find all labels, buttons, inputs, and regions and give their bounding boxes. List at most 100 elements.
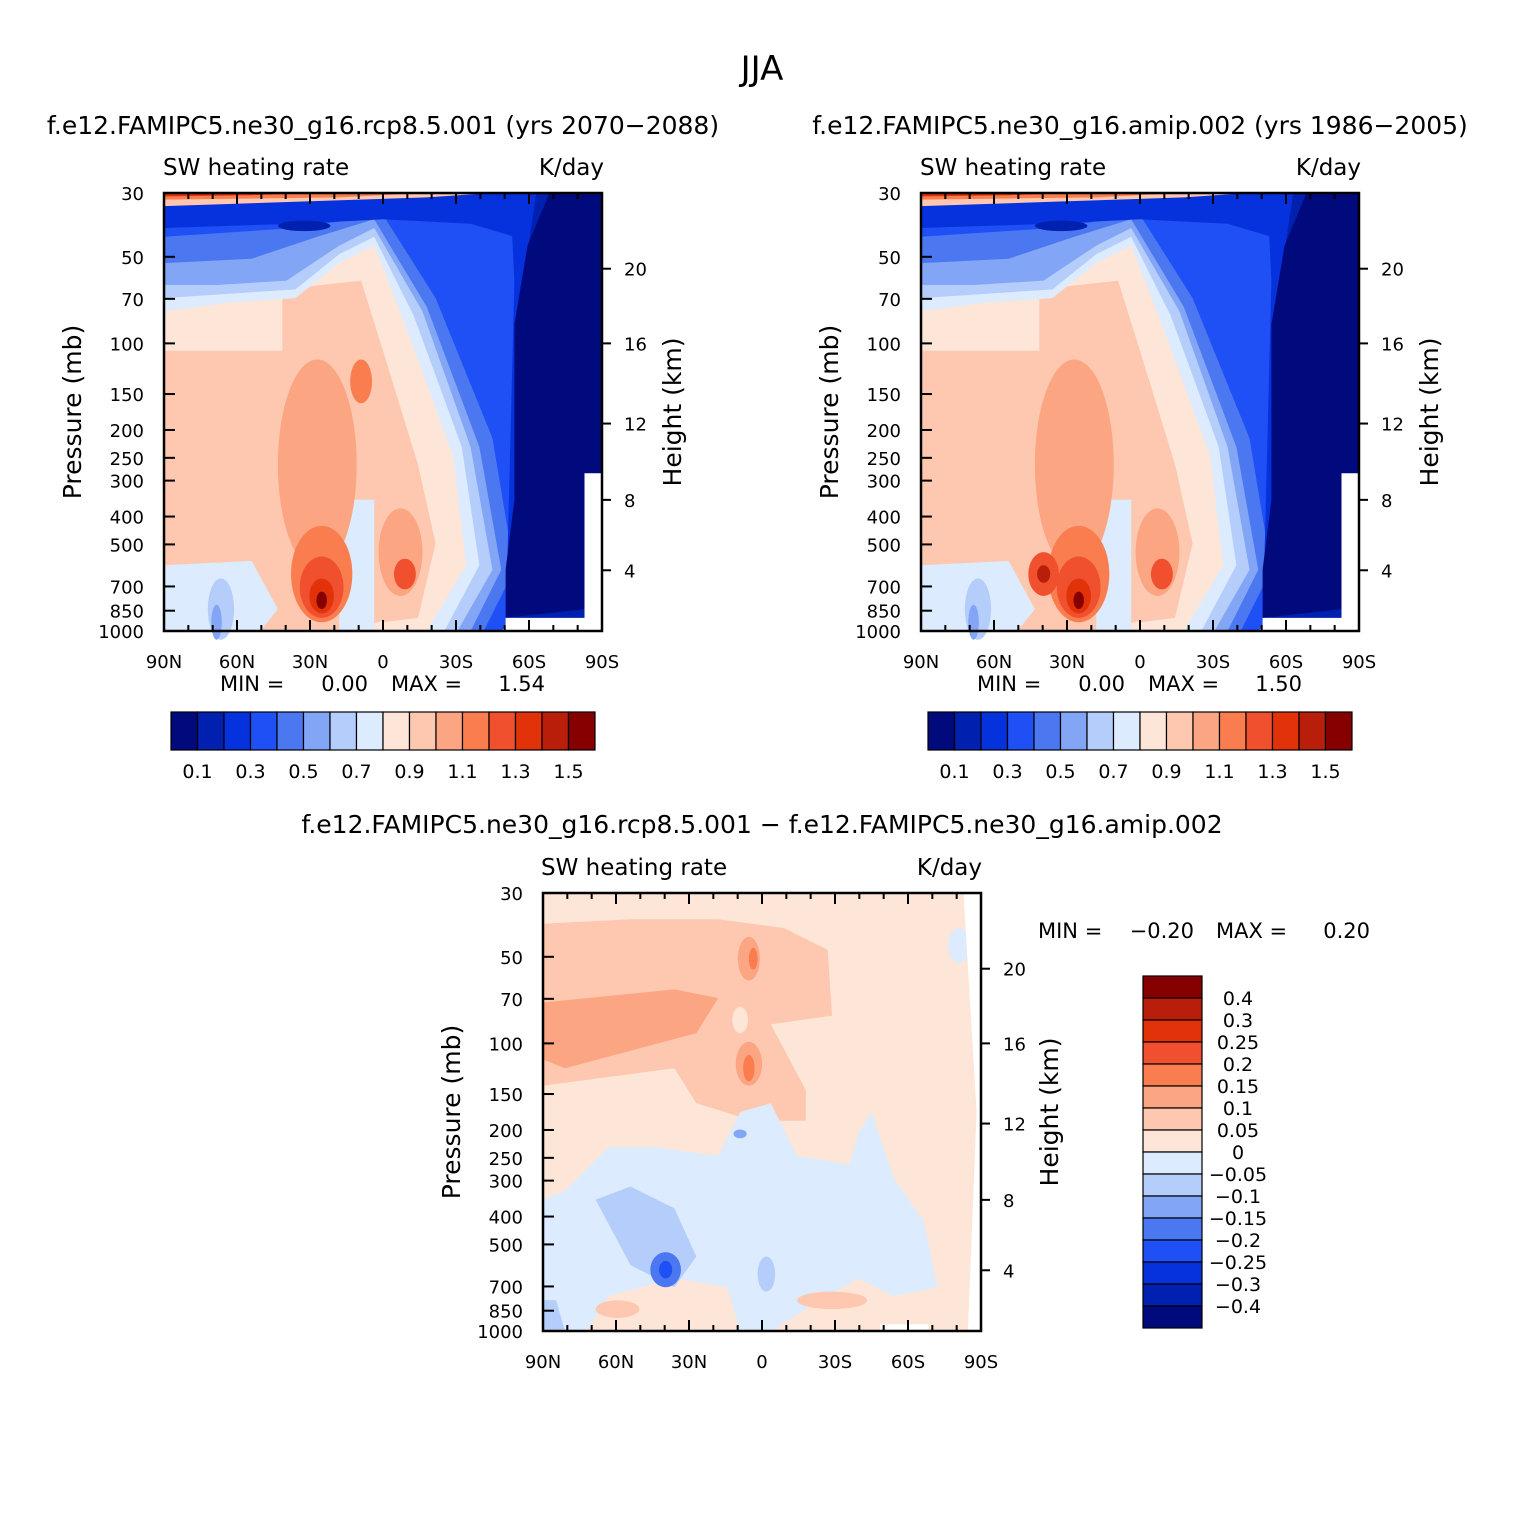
x-tick-label: 60S	[512, 652, 546, 673]
x-tick-label: 30N	[292, 652, 328, 673]
colorbar-label: 0.2	[1223, 1054, 1253, 1076]
y-tick-label: 30	[878, 184, 901, 205]
min-label: MIN =	[977, 672, 1041, 696]
height-axis-labels: 20 16 12 8 4	[1381, 260, 1404, 583]
colorbar-label: 0.15	[1217, 1076, 1259, 1098]
colorbar-label: 1.5	[553, 761, 583, 783]
height-tick-label: 4	[1003, 1261, 1014, 1282]
y-tick-label: 70	[500, 990, 523, 1011]
colorbar-box	[1142, 1283, 1203, 1307]
colorbar-box	[1298, 711, 1327, 751]
y-tick-label: 850	[489, 1302, 523, 1323]
contour-blob	[211, 604, 222, 640]
colorbar-box	[276, 711, 305, 751]
contour-blob	[757, 1256, 776, 1292]
x-tick-label: 60N	[598, 1352, 634, 1373]
colorbar-box	[1218, 711, 1247, 751]
height-tick-label: 16	[624, 334, 647, 355]
height-tick-label: 20	[624, 260, 647, 281]
colorbar-box	[249, 711, 278, 751]
height-axis-labels: 20 16 12 8 4	[624, 260, 647, 583]
colorbar-box	[223, 711, 252, 751]
contour-region	[543, 989, 719, 1069]
height-axis-title: Height (km)	[1415, 338, 1444, 487]
y-tick-label: 500	[867, 535, 901, 556]
colorbar-box	[541, 711, 570, 751]
contour-region	[1262, 193, 1359, 618]
contour-blob	[737, 936, 760, 981]
x-tick-label: 30S	[818, 1352, 852, 1373]
max-value: 1.50	[1255, 672, 1302, 696]
contour-blob	[316, 591, 327, 610]
missing-data	[963, 893, 981, 1331]
y-tick-label: 1000	[855, 622, 901, 643]
colorbar-box	[1142, 1173, 1203, 1197]
colorbar-box	[488, 711, 517, 751]
colorbar-box	[1059, 711, 1088, 751]
x-tick-label: 60N	[976, 652, 1012, 673]
colorbar-box	[1142, 1261, 1203, 1285]
contour-blob	[277, 220, 331, 232]
contour-blob	[733, 1129, 747, 1139]
height-tick-label: 4	[624, 561, 635, 582]
colorbar-box	[1271, 711, 1300, 751]
y-axis-title: Pressure (mb)	[437, 1025, 466, 1199]
y-tick-label: 200	[110, 421, 144, 442]
x-tick-label: 60S	[891, 1352, 925, 1373]
y-tick-label: 200	[489, 1121, 523, 1142]
colorbar-label: −0.05	[1209, 1164, 1267, 1186]
colorbar-label: 0.9	[1151, 761, 1181, 783]
colorbar-label: −0.4	[1215, 1296, 1261, 1318]
contour-region	[543, 1300, 565, 1331]
variable-label: SW heating rate	[541, 855, 727, 881]
min-label: MIN =	[220, 672, 284, 696]
colorbar-label: 0.3	[992, 761, 1022, 783]
panel-title: f.e12.FAMIPC5.ne30_g16.rcp8.5.001 (yrs 2…	[47, 111, 719, 140]
colorbar-box	[1324, 711, 1353, 751]
colorbar-label: −0.25	[1209, 1252, 1267, 1274]
x-tick-label: 0	[1134, 652, 1145, 673]
y-tick-label: 1000	[98, 622, 144, 643]
colorbar-box	[435, 711, 464, 751]
max-label: MAX =	[1148, 672, 1219, 696]
height-axis-labels: 20 16 12 8 4	[1003, 960, 1026, 1283]
x-tick-label: 60N	[219, 652, 255, 673]
x-tick-label: 0	[756, 1352, 767, 1373]
contour-blob	[948, 928, 971, 964]
colorbar-label: −0.3	[1215, 1274, 1261, 1296]
colorbar-label: −0.15	[1209, 1208, 1267, 1230]
height-tick-label: 8	[1381, 491, 1392, 512]
colorbar-label: 1.1	[1204, 761, 1234, 783]
colorbar-box	[461, 711, 490, 751]
contour-blob	[968, 604, 979, 640]
height-tick-label: 16	[1381, 334, 1404, 355]
colorbar-box	[170, 711, 199, 751]
y-tick-label: 70	[878, 290, 901, 311]
colorbar-box	[1142, 1195, 1203, 1219]
y-tick-label: 30	[500, 884, 523, 905]
colorbar-label: 0.3	[1223, 1010, 1253, 1032]
contour-blob	[595, 1300, 640, 1318]
colorbar-box	[1165, 711, 1194, 751]
colorbar-label: 0.5	[288, 761, 318, 783]
y-tick-label: 400	[489, 1208, 523, 1229]
x-tick-label: 60S	[1269, 652, 1303, 673]
x-tick-label: 30N	[1049, 652, 1085, 673]
y-tick-label: 150	[110, 385, 144, 406]
colorbar-box	[1142, 997, 1203, 1021]
y-tick-label: 500	[110, 535, 144, 556]
colorbar-box	[196, 711, 225, 751]
y-tick-label: 300	[489, 1172, 523, 1193]
colorbar-label: 0.9	[394, 761, 424, 783]
y-tick-label: 250	[489, 1149, 523, 1170]
y-axis-title: Pressure (mb)	[815, 325, 844, 499]
max-value: 0.20	[1323, 919, 1370, 943]
y-tick-label: 300	[867, 472, 901, 493]
colorbar-label: 0.1	[939, 761, 969, 783]
y-tick-label: 700	[867, 577, 901, 598]
colorbar: 0.1 0.3 0.5 0.7 0.9 1.1 1.3 1.5	[170, 711, 596, 783]
panel-diff: f.e12.FAMIPC5.ne30_g16.rcp8.5.001 − f.e1…	[301, 810, 1370, 1373]
figure-title: JJA	[739, 49, 784, 89]
